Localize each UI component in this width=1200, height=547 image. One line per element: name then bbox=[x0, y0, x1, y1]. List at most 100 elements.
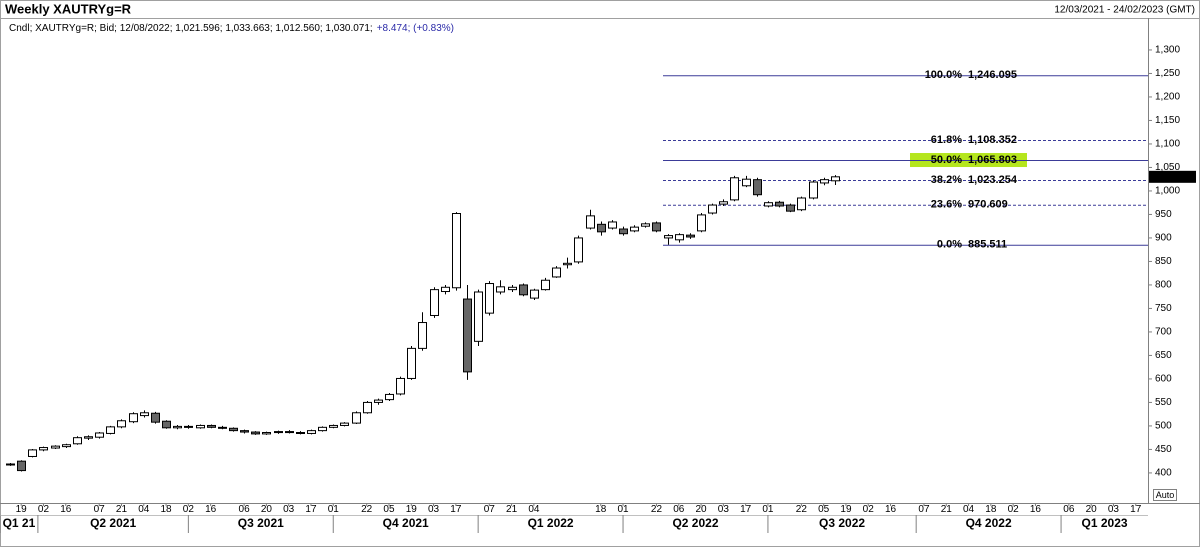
candle-body bbox=[530, 289, 539, 299]
candle-body bbox=[296, 432, 305, 435]
x-tick-label: 07 bbox=[484, 504, 496, 515]
candle-body bbox=[274, 431, 283, 434]
candle-body bbox=[184, 425, 193, 428]
y-tick-label: 1,000 bbox=[1155, 186, 1180, 197]
x-tick-label: 02 bbox=[38, 504, 50, 515]
candle-body bbox=[730, 177, 739, 201]
candle bbox=[563, 257, 572, 269]
candle-body bbox=[73, 437, 82, 445]
candle bbox=[441, 284, 450, 295]
candle-body bbox=[630, 226, 639, 232]
candle-body bbox=[597, 223, 606, 233]
candle bbox=[218, 425, 227, 430]
candle bbox=[485, 281, 494, 316]
candle bbox=[463, 284, 472, 380]
candle bbox=[831, 175, 840, 186]
candle bbox=[318, 426, 327, 432]
candle bbox=[184, 424, 193, 429]
y-tick-label: 600 bbox=[1155, 374, 1172, 385]
quarter-label: Q1 21 bbox=[3, 516, 36, 530]
y-tick-label: 1,300 bbox=[1155, 45, 1180, 56]
candle bbox=[552, 266, 561, 278]
x-tick-label: 07 bbox=[94, 504, 106, 515]
candle-body bbox=[363, 401, 372, 414]
x-tick-label: 19 bbox=[840, 504, 852, 515]
candle-body bbox=[340, 422, 349, 426]
candle bbox=[608, 220, 617, 230]
y-tick-label: 950 bbox=[1155, 209, 1172, 220]
candle-body bbox=[519, 284, 528, 296]
y-tick-label: 1,200 bbox=[1155, 92, 1180, 103]
auto-button[interactable]: Auto bbox=[1153, 489, 1177, 501]
candle bbox=[129, 412, 138, 424]
candle bbox=[775, 200, 784, 208]
candle bbox=[274, 430, 283, 434]
candle-body bbox=[28, 449, 37, 457]
candle-body bbox=[608, 221, 617, 229]
candle bbox=[418, 312, 427, 351]
candle-body bbox=[229, 427, 238, 432]
candle bbox=[753, 177, 762, 197]
candle bbox=[6, 463, 15, 466]
y-tick-label: 750 bbox=[1155, 303, 1172, 314]
auto-box[interactable] bbox=[1153, 489, 1177, 501]
x-tick-label: 05 bbox=[383, 504, 395, 515]
x-tick-label: 19 bbox=[16, 504, 28, 515]
info-text: Cndl; XAUTRYg=R; Bid; 12/08/2022; 1,021.… bbox=[9, 23, 373, 34]
y-tick-label: 800 bbox=[1155, 280, 1172, 291]
x-tick-label: 05 bbox=[818, 504, 830, 515]
candle bbox=[519, 283, 528, 297]
y-tick-label: 1,050 bbox=[1155, 162, 1180, 173]
y-tick-label: 400 bbox=[1155, 468, 1172, 479]
fib-value: 1,246.095 bbox=[968, 69, 1017, 81]
candle bbox=[374, 398, 383, 405]
candle-body bbox=[285, 431, 294, 434]
candle-body bbox=[329, 424, 338, 428]
x-tick-label: 20 bbox=[695, 504, 707, 515]
x-tick-label: 22 bbox=[651, 504, 663, 515]
x-tick-label: 19 bbox=[406, 504, 418, 515]
x-tick-label: 18 bbox=[985, 504, 997, 515]
auto-label[interactable]: Auto bbox=[1156, 490, 1175, 500]
candle bbox=[162, 420, 171, 429]
x-tick-label: 21 bbox=[506, 504, 518, 515]
candle bbox=[619, 226, 628, 236]
fib-value: 1,108.352 bbox=[968, 134, 1017, 146]
candle-body bbox=[441, 286, 450, 293]
candle-body bbox=[786, 204, 795, 212]
candle-body bbox=[218, 426, 227, 429]
candle-body bbox=[430, 289, 439, 316]
candle-body bbox=[117, 420, 126, 428]
fib-percent: 100.0% bbox=[925, 69, 963, 81]
candle-body bbox=[173, 425, 182, 429]
candle bbox=[574, 235, 583, 264]
candle bbox=[84, 435, 93, 441]
candle-body bbox=[17, 460, 26, 472]
candle bbox=[28, 448, 37, 458]
x-tick-label: 16 bbox=[60, 504, 72, 515]
candle-body bbox=[686, 234, 695, 238]
candle-body bbox=[140, 412, 149, 417]
candle-body bbox=[485, 283, 494, 314]
candle-body bbox=[51, 445, 60, 449]
candle bbox=[363, 401, 372, 414]
candle bbox=[675, 233, 684, 243]
candle bbox=[496, 280, 505, 295]
quarter-label: Q2 2021 bbox=[90, 516, 136, 530]
y-tick-label: 1,250 bbox=[1155, 68, 1180, 79]
candle bbox=[251, 431, 260, 435]
candle-body bbox=[262, 432, 271, 435]
candle-body bbox=[508, 286, 517, 291]
fib-value: 885.511 bbox=[968, 239, 1007, 251]
candle-body bbox=[240, 430, 249, 433]
x-tick-label: 06 bbox=[239, 504, 251, 515]
quarter-label: Q2 2022 bbox=[672, 516, 718, 530]
x-tick-label: 03 bbox=[283, 504, 295, 515]
candle bbox=[708, 203, 717, 215]
candle bbox=[39, 446, 48, 452]
date-range: 12/03/2021 - 24/02/2023 (GMT) bbox=[1054, 5, 1195, 16]
y-tick-label: 450 bbox=[1155, 444, 1172, 455]
candle-body bbox=[463, 298, 472, 373]
candle-body bbox=[151, 412, 160, 423]
candle bbox=[262, 431, 271, 435]
